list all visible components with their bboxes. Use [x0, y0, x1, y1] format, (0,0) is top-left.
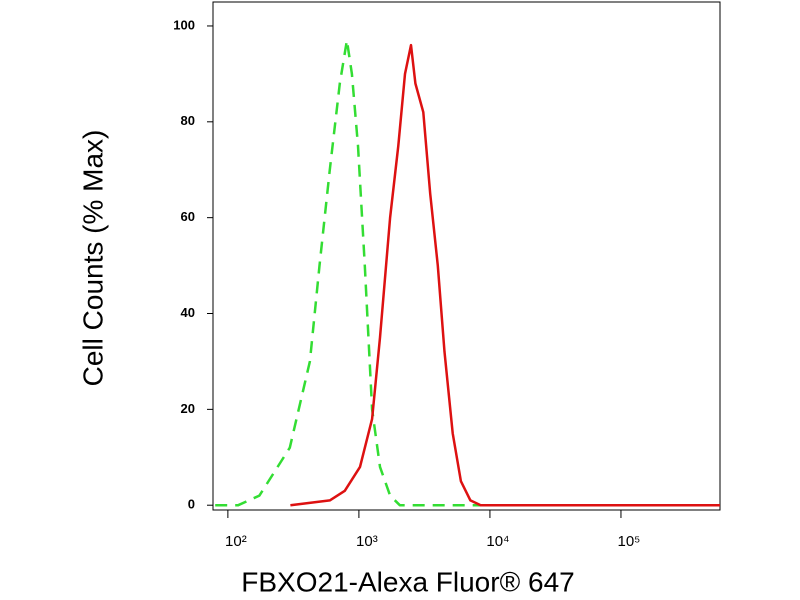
- y-tick-label: 100: [173, 17, 195, 32]
- x-tick-label: 10³: [356, 533, 378, 550]
- series-line: [215, 39, 720, 507]
- y-axis-label: Cell Counts (% Max): [77, 130, 108, 387]
- series-line: [290, 43, 720, 507]
- y-tick-label: 40: [181, 305, 195, 320]
- x-axis-label: FBXO21-Alexa Fluor® 647: [241, 566, 574, 597]
- y-tick-label: 0: [188, 497, 195, 512]
- y-tick-label: 20: [181, 401, 195, 416]
- y-tick-label: 80: [181, 113, 195, 128]
- plot-frame: [212, 1, 721, 511]
- x-tick-label: 10⁴: [486, 533, 509, 550]
- x-tick-label: 10⁵: [618, 533, 641, 550]
- x-tick-label: 10²: [225, 533, 247, 550]
- y-tick-label: 60: [181, 209, 195, 224]
